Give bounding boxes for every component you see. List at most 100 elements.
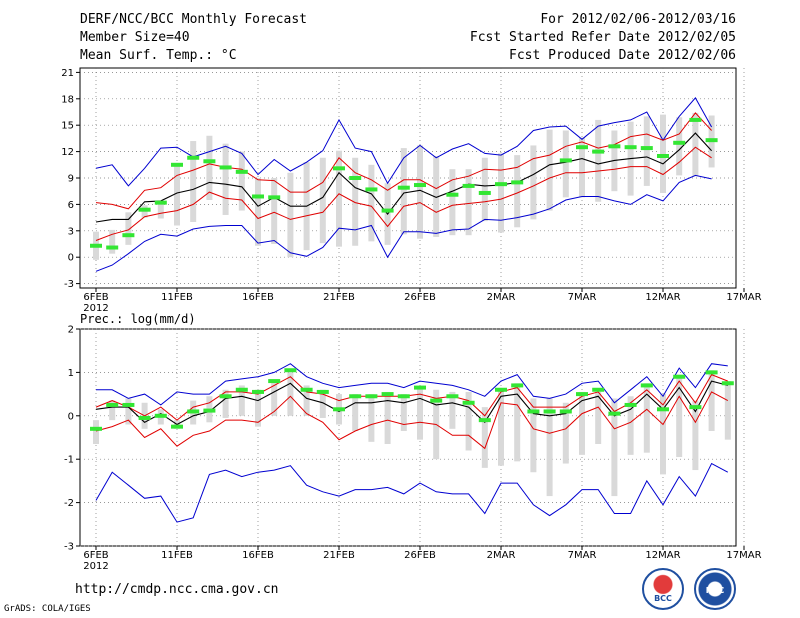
prec-ensemble-box [498, 389, 504, 466]
temp-green-marker [252, 194, 264, 199]
prec-ensemble-box [255, 389, 261, 427]
temp-green-marker [203, 159, 216, 164]
prec-green-marker [608, 411, 621, 416]
prec-green-marker [640, 383, 653, 388]
temp-green-marker [624, 145, 637, 150]
prec-green-marker [624, 402, 637, 407]
prec-x-tick-label: 2MAR [487, 550, 516, 561]
temp-ensemble-box [109, 229, 116, 254]
prec-green-marker [122, 402, 135, 407]
prec-green-marker [284, 368, 297, 373]
prec-green-marker [430, 398, 443, 403]
temp-ensemble-box [368, 164, 375, 242]
prec-ensemble-box [514, 383, 521, 462]
temp-ensemble-box [546, 129, 553, 211]
prec-ensemble-box [109, 400, 116, 421]
temp-ensemble-box [595, 119, 602, 202]
prec-ensemble-box [400, 394, 407, 431]
prec-green-marker [397, 394, 410, 399]
temp-y-tick-label: 9 [68, 174, 74, 185]
prec-green-marker [721, 381, 734, 386]
fcst-started-date: Fcst Started Refer Date 2012/02/05 [469, 30, 736, 45]
temp-green-marker [106, 245, 119, 250]
prec-plot-area [90, 363, 734, 523]
temp-green-marker [705, 138, 718, 143]
prec-year-label: 2012 [83, 561, 108, 572]
prec-ensemble-box [238, 385, 245, 416]
prec-frame [79, 328, 737, 547]
prec-green-marker [203, 408, 216, 413]
temp-green-marker [333, 166, 345, 171]
temp-green-marker [414, 183, 426, 188]
prec-y-tick-label: 1 [68, 368, 74, 379]
prec-green-marker [235, 387, 248, 392]
fcst-produced-date: Fcst Produced Date 2012/02/06 [509, 48, 736, 63]
temp-green-marker [495, 182, 507, 187]
temp-green-marker [559, 158, 572, 163]
prec-green-marker [138, 415, 151, 420]
temp-green-marker [219, 165, 232, 170]
prec-x-tick-label: 16FEB [242, 550, 274, 561]
temp-x-tick-label: 12MAR [645, 292, 680, 303]
temp-ensemble-box [255, 178, 261, 246]
prec-green-marker [90, 426, 102, 431]
prec-x-tick-label: 7MAR [568, 550, 597, 561]
temp-green-marker [365, 187, 378, 192]
prec-blue-upper-line [96, 363, 728, 406]
prec-green-marker [462, 400, 475, 405]
prec-ensemble-box [708, 370, 715, 431]
prec-y-tick-label: -3 [64, 542, 74, 553]
temp-green-marker [171, 162, 183, 167]
temp-green-marker [657, 154, 669, 158]
temp-x-tick-label: 2MAR [487, 292, 516, 303]
prec-x-tick-label: 11FEB [161, 550, 193, 561]
source-url[interactable]: http://cmdp.ncc.cma.gov.cn [75, 582, 279, 597]
prec-green-marker [349, 394, 362, 399]
prec-x-tick-label: 12MAR [645, 550, 680, 561]
prec-green-marker [543, 409, 556, 414]
temp-x-tick-label: 11FEB [161, 292, 193, 303]
prec-x-tick-label: 17MAR [726, 550, 761, 561]
temp-ensemble-box [465, 169, 472, 236]
temp-ensemble-box [238, 151, 245, 211]
temp-ensemble-box [400, 148, 407, 235]
prec-green-marker [381, 392, 394, 397]
prec-ensemble-box [319, 389, 326, 418]
prec-ensemble-box [303, 385, 310, 416]
prec-ensemble-box [287, 372, 294, 416]
temp-green-marker [592, 149, 605, 154]
prec-green-marker [527, 409, 540, 414]
temp-green-marker [154, 200, 167, 205]
temp-ensemble-box [271, 178, 278, 244]
prec-green-marker [300, 387, 313, 392]
prec-ensemble-box [692, 400, 699, 471]
prec-green-marker [559, 409, 572, 414]
prec-green-marker [316, 389, 329, 394]
temp-green-marker [640, 146, 653, 151]
temp-y-tick-label: 12 [61, 147, 74, 158]
temp-blue-lower-line [95, 174, 712, 272]
temp-green-marker [122, 233, 135, 238]
prec-ensemble-box [660, 394, 666, 475]
temp-ensemble-box [174, 163, 180, 226]
variable-label: Mean Surf. Temp.: °C [80, 48, 237, 63]
prec-ensemble-box [562, 402, 569, 464]
temp-x-tick-label: 7MAR [568, 292, 597, 303]
prec-y-tick-label: 0 [68, 411, 74, 422]
temp-green-marker [138, 207, 151, 212]
temp-green-marker [381, 208, 394, 213]
prec-red-upper-line [95, 373, 728, 421]
prec-ensemble-box [449, 391, 456, 429]
prec-green-marker [705, 370, 718, 375]
temp-ensemble-box [222, 143, 229, 215]
temp-y-tick-label: 3 [68, 226, 74, 237]
temp-y-tick-label: 18 [61, 94, 74, 105]
temp-green-marker [446, 192, 459, 197]
forecast-period: For 2012/02/06-2012/03/16 [540, 12, 736, 27]
temp-year-label: 2012 [83, 303, 108, 314]
temp-ensemble-box [643, 116, 650, 186]
bcc-logo-text: BCC [654, 594, 672, 603]
prec-green-marker [689, 405, 702, 410]
temp-green-marker [397, 185, 410, 190]
